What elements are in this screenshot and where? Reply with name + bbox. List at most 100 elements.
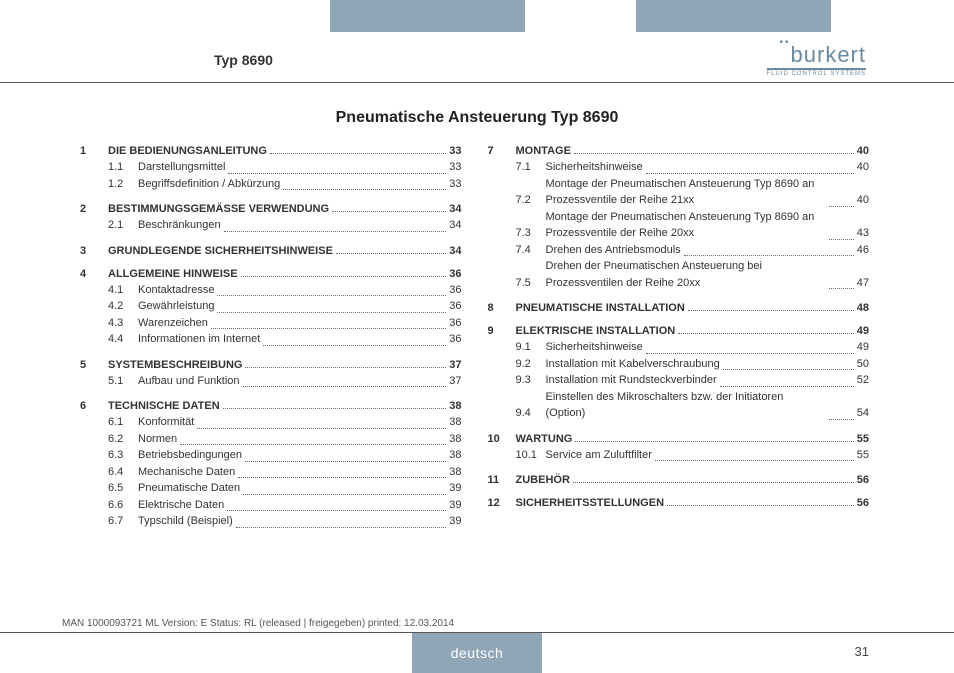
leader-dots <box>723 369 854 370</box>
section-page: 34 <box>449 203 461 215</box>
toc-subsection[interactable]: 7.3Montage der Pneumatischen Ansteuerung… <box>516 209 870 242</box>
leader-dots <box>243 386 447 387</box>
subsection-number: 7.3 <box>516 225 546 242</box>
toc-section-head[interactable]: 1DIE BEDIENUNGSANLEITUNG33 <box>96 145 462 157</box>
toc-subsection[interactable]: 6.1Konformität38 <box>108 414 462 431</box>
toc-section: 10WARTUNG55 10.1Service am Zuluftfilter55 <box>504 433 870 464</box>
toc-subsection[interactable]: 6.5Pneumatische Daten39 <box>108 480 462 497</box>
toc-subsection[interactable]: 4.1Kontaktadresse36 <box>108 282 462 299</box>
subsection-number: 1.2 <box>108 176 138 193</box>
toc-subsection[interactable]: 2.1Beschränkungen34 <box>108 217 462 234</box>
toc-section-head[interactable]: 8PNEUMATISCHE INSTALLATION48 <box>504 302 870 314</box>
toc-section: 11ZUBEHÖR56 <box>504 474 870 486</box>
section-title: SYSTEMBESCHREIBUNG <box>108 359 242 371</box>
toc-subsection[interactable]: 6.6Elektrische Daten39 <box>108 497 462 514</box>
toc-subsection[interactable]: 9.2Installation mit Kabelverschraubung50 <box>516 356 870 373</box>
toc-subsection[interactable]: 6.7Typschild (Beispiel)39 <box>108 513 462 530</box>
toc-section-head[interactable]: 9ELEKTRISCHE INSTALLATION49 <box>504 325 870 337</box>
leader-dots <box>829 239 854 240</box>
subsection-title: Montage der Pneumatischen Ansteuerung Ty… <box>546 209 826 242</box>
subsection-title: Einstellen des Mikroschalters bzw. der I… <box>546 389 826 422</box>
toc-section-head[interactable]: 5SYSTEMBESCHREIBUNG37 <box>96 359 462 371</box>
toc-subsection[interactable]: 1.1Darstellungsmittel33 <box>108 159 462 176</box>
subsection-title: Kontaktadresse <box>138 282 214 299</box>
section-number: 3 <box>80 245 108 257</box>
toc-subsection[interactable]: 5.1Aufbau und Funktion37 <box>108 373 462 390</box>
leader-dots <box>573 482 854 483</box>
subsection-title: Installation mit Kabelverschraubung <box>546 356 720 373</box>
page-number: 31 <box>855 644 869 659</box>
toc-subsection[interactable]: 6.2Normen38 <box>108 431 462 448</box>
subsection-page: 43 <box>857 225 869 242</box>
language-tab: deutsch <box>412 633 542 673</box>
toc-subsection[interactable]: 6.4Mechanische Daten38 <box>108 464 462 481</box>
subsection-number: 4.2 <box>108 298 138 315</box>
brand-logo: •• burkert FLUID CONTROL SYSTEMS <box>767 44 866 77</box>
toc-section-head[interactable]: 11ZUBEHÖR56 <box>504 474 870 486</box>
leader-dots <box>688 310 854 311</box>
toc-subsection[interactable]: 7.4Drehen des Antriebsmoduls46 <box>516 242 870 259</box>
toc-subsection[interactable]: 7.5Drehen der Pneumatischen Ansteuerung … <box>516 258 870 291</box>
toc-subsection[interactable]: 7.1Sicherheitshinweise40 <box>516 159 870 176</box>
subsection-page: 39 <box>449 480 461 497</box>
toc-section: 1DIE BEDIENUNGSANLEITUNG33 1.1Darstellung… <box>96 145 462 192</box>
toc-subsection[interactable]: 6.3Betriebsbedingungen38 <box>108 447 462 464</box>
subsection-page: 46 <box>857 242 869 259</box>
leader-dots <box>227 510 446 511</box>
toc-section-head[interactable]: 2BESTIMMUNGSGEMÄSSE VERWENDUNG34 <box>96 203 462 215</box>
toc-subsections: 6.1Konformität386.2Normen386.3Betriebsbe… <box>108 414 462 530</box>
toc-subsection[interactable]: 9.4Einstellen des Mikroschalters bzw. de… <box>516 389 870 422</box>
subsection-number: 6.5 <box>108 480 138 497</box>
section-page: 36 <box>449 268 461 280</box>
subsection-number: 7.4 <box>516 242 546 259</box>
toc-subsection[interactable]: 7.2Montage der Pneumatischen Ansteuerung… <box>516 176 870 209</box>
logo-bar <box>767 68 866 70</box>
leader-dots <box>243 494 446 495</box>
section-number: 2 <box>80 203 108 215</box>
toc-subsection[interactable]: 1.2Begriffsdefinition / Abkürzung33 <box>108 176 462 193</box>
subsection-number: 1.1 <box>108 159 138 176</box>
toc-subsections: 10.1Service am Zuluftfilter55 <box>516 447 870 464</box>
subsection-title: Sicherheitshinweise <box>546 159 643 176</box>
section-page: 37 <box>449 359 461 371</box>
toc-section-head[interactable]: 4ALLGEMEINE HINWEISE36 <box>96 268 462 280</box>
leader-dots <box>238 477 446 478</box>
toc-subsection[interactable]: 10.1Service am Zuluftfilter55 <box>516 447 870 464</box>
toc-section-head[interactable]: 7MONTAGE40 <box>504 145 870 157</box>
toc-section-head[interactable]: 3GRUNDLEGENDE SICHERHEITSHINWEISE34 <box>96 245 462 257</box>
toc-subsection[interactable]: 9.1Sicherheitshinweise49 <box>516 339 870 356</box>
top-accent-left <box>330 0 525 32</box>
leader-dots <box>211 328 446 329</box>
toc-section: 2BESTIMMUNGSGEMÄSSE VERWENDUNG34 2.1Besch… <box>96 203 462 234</box>
subsection-number: 2.1 <box>108 217 138 234</box>
toc-section-head[interactable]: 10WARTUNG55 <box>504 433 870 445</box>
subsection-page: 39 <box>449 497 461 514</box>
toc-column-left: 1DIE BEDIENUNGSANLEITUNG33 1.1Darstellung… <box>96 145 462 593</box>
toc-subsection[interactable]: 9.3Installation mit Rundsteckverbinder52 <box>516 372 870 389</box>
subsection-title: Informationen im Internet <box>138 331 260 348</box>
section-number: 9 <box>488 325 516 337</box>
leader-dots <box>829 419 854 420</box>
toc-subsection[interactable]: 4.4Informationen im Internet36 <box>108 331 462 348</box>
toc-section-head[interactable]: 12SICHERHEITSSTELLUNGEN56 <box>504 497 870 509</box>
toc-content: 1DIE BEDIENUNGSANLEITUNG33 1.1Darstellung… <box>96 145 869 593</box>
leader-dots <box>655 460 854 461</box>
toc-section: 9ELEKTRISCHE INSTALLATION49 9.1Sicherheit… <box>504 325 870 422</box>
leader-dots <box>245 367 446 368</box>
section-number: 6 <box>80 400 108 412</box>
subsection-page: 39 <box>449 513 461 530</box>
leader-dots <box>223 408 447 409</box>
subsection-page: 55 <box>857 447 869 464</box>
subsection-page: 36 <box>449 282 461 299</box>
toc-subsection[interactable]: 4.3Warenzeichen36 <box>108 315 462 332</box>
section-page: 34 <box>449 245 461 257</box>
typ-label: Typ 8690 <box>214 52 273 68</box>
subsection-number: 7.1 <box>516 159 546 176</box>
section-page: 48 <box>857 302 869 314</box>
section-number: 8 <box>488 302 516 314</box>
toc-section-head[interactable]: 6TECHNISCHE DATEN38 <box>96 400 462 412</box>
leader-dots <box>646 353 854 354</box>
leader-dots <box>575 441 853 442</box>
section-page: 49 <box>857 325 869 337</box>
toc-subsection[interactable]: 4.2Gewährleistung36 <box>108 298 462 315</box>
